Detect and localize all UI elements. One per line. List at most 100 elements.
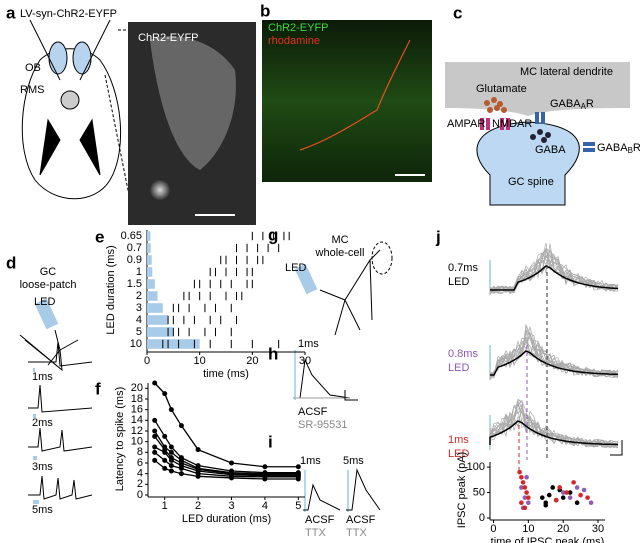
- y-tick-label: 14: [131, 414, 143, 426]
- point: [168, 407, 174, 413]
- point: [578, 492, 583, 498]
- label: 3ms: [32, 461, 53, 473]
- label: loose-patch: [20, 279, 77, 291]
- x-axis-label: LED duration (ms): [182, 513, 271, 525]
- point: [524, 490, 529, 495]
- point: [574, 485, 580, 490]
- y-tick-label: 0: [137, 489, 143, 501]
- point: [152, 428, 158, 434]
- y-axis-label: LED duration (ms): [105, 245, 117, 334]
- x-tick-label: 10: [522, 523, 534, 535]
- trace: [346, 468, 381, 511]
- label: Glutamate: [476, 83, 527, 95]
- panel-letter: h: [268, 344, 278, 363]
- point: [152, 449, 158, 455]
- point: [168, 444, 174, 450]
- point: [560, 490, 566, 495]
- neuron: [19, 329, 79, 372]
- point: [152, 417, 158, 423]
- point: [229, 460, 235, 466]
- point: [168, 468, 174, 474]
- mean-trace: [489, 420, 619, 446]
- led-bar: [147, 231, 151, 241]
- x-axis-label: time of IPSC peak (ms): [491, 536, 605, 543]
- point: [543, 502, 549, 508]
- trace: [489, 253, 619, 293]
- point: [295, 476, 301, 482]
- x-tick-label: 3: [228, 500, 234, 512]
- point: [195, 473, 201, 479]
- panel-letter: e: [95, 227, 104, 246]
- x-tick-label: 10: [194, 355, 206, 367]
- series-line: [154, 419, 299, 474]
- label: 1ms: [300, 455, 321, 467]
- point: [522, 505, 528, 511]
- led-pulses: [33, 368, 39, 504]
- point: [517, 469, 522, 475]
- tissue: [150, 180, 170, 200]
- point: [178, 465, 184, 471]
- y-tick-label: 0.9: [127, 254, 142, 266]
- label: LED: [448, 362, 469, 374]
- panel-letter: i: [268, 432, 273, 451]
- point: [519, 500, 524, 506]
- label: LED: [448, 448, 469, 460]
- glomerulus: [371, 241, 393, 275]
- brain-schematic: [21, 19, 140, 226]
- point: [152, 433, 158, 439]
- mean-trace: [490, 350, 619, 376]
- x-tick-label: 30: [299, 355, 311, 367]
- point: [574, 500, 580, 506]
- image-label: ChR2-EYFP: [268, 22, 329, 34]
- point: [168, 457, 174, 463]
- panel-letter: d: [6, 253, 16, 272]
- point: [567, 490, 573, 495]
- label: RMS: [20, 84, 44, 96]
- x-tick-label: 30: [592, 523, 604, 535]
- point: [162, 457, 168, 463]
- trace: [489, 249, 619, 295]
- tissue: [150, 36, 236, 170]
- point: [262, 464, 268, 470]
- panel-letter: b: [260, 1, 270, 20]
- label: SR-95531: [298, 419, 348, 431]
- trace: [489, 325, 619, 378]
- led-bar: [147, 291, 158, 301]
- point: [557, 485, 562, 490]
- point: [178, 423, 184, 429]
- point: [152, 457, 158, 463]
- led-bar: [147, 255, 152, 265]
- y-tick-label: 10: [130, 338, 142, 350]
- led-bar: [147, 315, 169, 325]
- scale-bar: [610, 440, 623, 456]
- led: [34, 298, 59, 330]
- led-bar: [147, 339, 200, 349]
- label: whole-cell: [315, 247, 365, 259]
- label: MC lateral dendrite: [520, 66, 613, 78]
- y-tick-label: 1.5: [127, 278, 142, 290]
- point: [571, 480, 576, 485]
- x-tick-label: 20: [557, 523, 569, 535]
- label: GC: [40, 266, 57, 278]
- series-line: [154, 382, 299, 468]
- led-bar: [147, 303, 163, 313]
- label: ACSF: [346, 514, 376, 526]
- neuron: [319, 249, 381, 336]
- led: [294, 263, 318, 295]
- point: [162, 449, 168, 455]
- y-tick-label: 12: [131, 425, 143, 437]
- label: 5ms: [343, 455, 364, 467]
- y-tick-label: 0: [479, 512, 485, 524]
- label: 1ms: [32, 371, 53, 383]
- point: [162, 391, 168, 397]
- y-tick-label: 3: [136, 302, 142, 314]
- point: [539, 495, 545, 500]
- y-axis-label: Latency to spike (ms): [114, 387, 126, 492]
- trace: [303, 483, 341, 511]
- led-bar: [147, 327, 174, 337]
- point: [546, 492, 552, 498]
- point: [522, 485, 528, 490]
- trace: [489, 399, 619, 449]
- led-bar: [147, 279, 155, 289]
- label: OB: [25, 62, 41, 74]
